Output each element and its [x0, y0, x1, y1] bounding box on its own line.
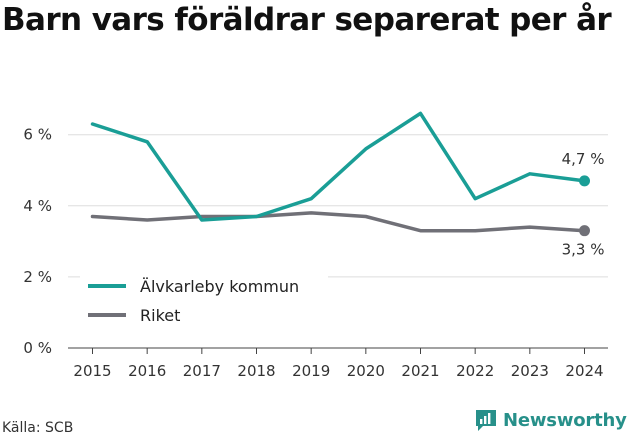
- end-label-kommun: 4,7 %: [562, 150, 605, 168]
- y-tick-label: 4 %: [23, 197, 52, 215]
- legend: Älvkarleby kommun Riket: [80, 272, 328, 328]
- x-tick-label: 2022: [456, 362, 494, 380]
- line-chart: 0 % 2 % 4 % 6 % 2015 2016 2017 2018 2019 2020 202…: [23, 111, 608, 380]
- series-line-riket: [90, 211, 587, 233]
- y-tick-label: 6 %: [23, 126, 52, 144]
- x-tick-label: 2024: [565, 362, 603, 380]
- end-label-riket: 3,3 %: [562, 241, 605, 259]
- end-points: 4,7 % 3,3 %: [562, 150, 605, 259]
- brand-name: Newsworthy: [503, 409, 627, 431]
- x-tick-label: 2016: [128, 362, 166, 380]
- series-lines: [90, 111, 587, 233]
- x-tick-label: 2023: [511, 362, 549, 380]
- y-axis: 0 % 2 % 4 % 6 %: [23, 126, 52, 357]
- end-point-riket: [579, 225, 590, 237]
- x-tick-label: 2021: [401, 362, 439, 380]
- end-point-kommun: [579, 175, 590, 187]
- series-line-kommun: [90, 111, 587, 222]
- x-tick-label: 2015: [73, 362, 111, 380]
- legend-label-kommun: Älvkarleby kommun: [140, 277, 299, 296]
- legend-label-riket: Riket: [140, 306, 180, 325]
- x-axis: 2015 2016 2017 2018 2019 2020 2021 2022 2023 2024: [73, 348, 604, 380]
- source-note: Källa: SCB: [2, 420, 74, 436]
- newsworthy-logo[interactable]: Newsworthy: [474, 408, 627, 432]
- x-tick-label: 2017: [183, 362, 221, 380]
- x-tick-label: 2020: [347, 362, 385, 380]
- x-tick-label: 2018: [237, 362, 275, 380]
- chart-title: Barn vars föräldrar separerat per år: [2, 2, 612, 38]
- newsworthy-icon: [476, 410, 496, 431]
- y-tick-label: 0 %: [23, 339, 52, 357]
- x-tick-label: 2019: [292, 362, 330, 380]
- y-tick-label: 2 %: [23, 268, 52, 286]
